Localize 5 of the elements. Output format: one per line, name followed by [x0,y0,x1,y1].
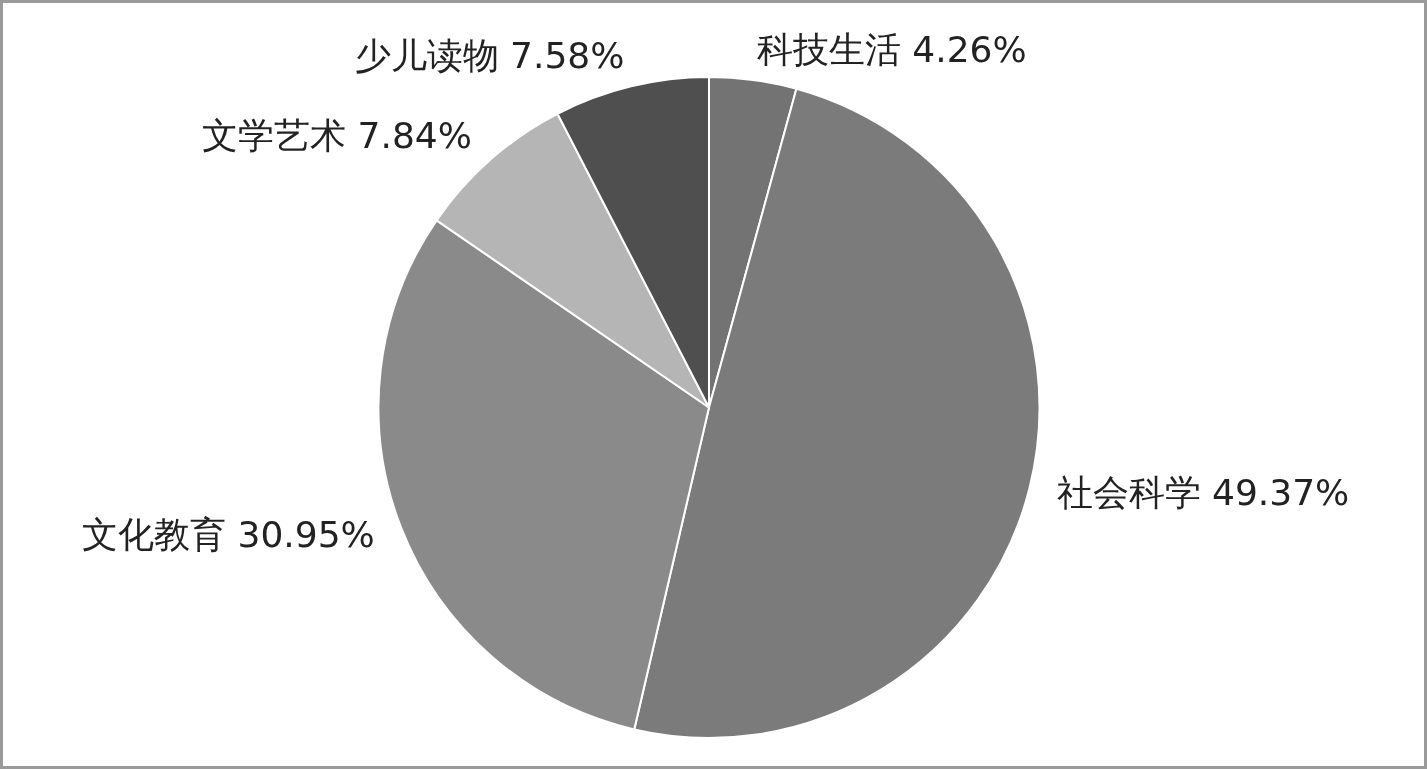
slice-label: 文化教育 30.95% [82,513,375,555]
slice-label: 少儿读物 7.58% [354,35,625,77]
slice-label: 社会科学 49.37% [1056,471,1350,513]
slice-label: 文学艺术 7.84% [202,114,472,156]
slice-label: 科技生活 4.26% [756,28,1027,70]
